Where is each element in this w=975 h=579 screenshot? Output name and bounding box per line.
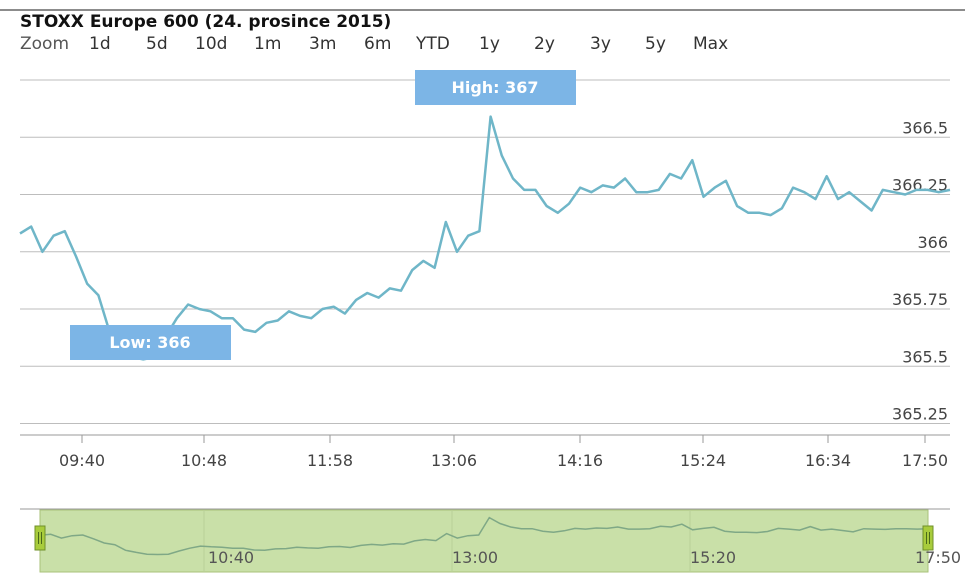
x-tick-label: 15:24 [680, 451, 726, 470]
low-label: Low: 366 [109, 333, 190, 352]
navigator-line [39, 516, 929, 556]
price-line [19, 115, 951, 361]
zoom-5y-button[interactable]: 5y [645, 34, 666, 54]
y-tick-label: 366.5 [902, 118, 948, 137]
high-label-box [415, 70, 576, 105]
zoom-6m-button[interactable]: 6m [364, 34, 392, 54]
navigator-left-handle[interactable] [34, 525, 46, 551]
y-tick-label: 366 [917, 233, 948, 252]
zoom-3m-button[interactable]: 3m [309, 34, 337, 54]
zoom-10d-button[interactable]: 10d [195, 34, 228, 54]
top-rule [0, 9, 965, 11]
zoom-2y-button[interactable]: 2y [534, 34, 555, 54]
y-tick-label: 365.5 [902, 347, 948, 366]
x-tick-label: 13:06 [431, 451, 477, 470]
x-tick-label: 11:58 [307, 451, 353, 470]
zoom-max-button[interactable]: Max [693, 34, 729, 54]
x-tick-label: 10:48 [181, 451, 227, 470]
y-tick-label: 366.25 [892, 176, 948, 195]
y-tick-label: 365.25 [892, 405, 948, 424]
navigator-right-handle[interactable] [922, 525, 934, 551]
navigator-selection[interactable] [39, 509, 929, 573]
navigator-tick-label: 13:00 [452, 548, 498, 567]
handle-body[interactable] [34, 525, 46, 551]
navigator-tick-label: 15:20 [690, 548, 736, 567]
x-tick-label: 14:16 [557, 451, 603, 470]
y-tick-label: 365.75 [892, 290, 948, 309]
zoom-ytd-button[interactable]: YTD [416, 34, 450, 54]
zoom-5d-button[interactable]: 5d [146, 34, 168, 54]
zoom-1m-button[interactable]: 1m [254, 34, 282, 54]
low-label-box [70, 325, 231, 360]
x-tick-label: 17:50 [902, 451, 948, 470]
chart-title: STOXX Europe 600 (24. prosince 2015) [20, 12, 392, 32]
high-label: High: 367 [451, 78, 538, 97]
handle-body[interactable] [922, 525, 934, 551]
zoom-1d-button[interactable]: 1d [89, 34, 111, 54]
zoom-3y-button[interactable]: 3y [590, 34, 611, 54]
x-tick-label: 09:40 [59, 451, 105, 470]
navigator-tick-label: 10:40 [208, 548, 254, 567]
zoom-1y-button[interactable]: 1y [479, 34, 500, 54]
x-tick-label: 16:34 [805, 451, 851, 470]
navigator-tick-label: 17:50 [915, 548, 961, 567]
zoom-label: Zoom [20, 34, 70, 54]
